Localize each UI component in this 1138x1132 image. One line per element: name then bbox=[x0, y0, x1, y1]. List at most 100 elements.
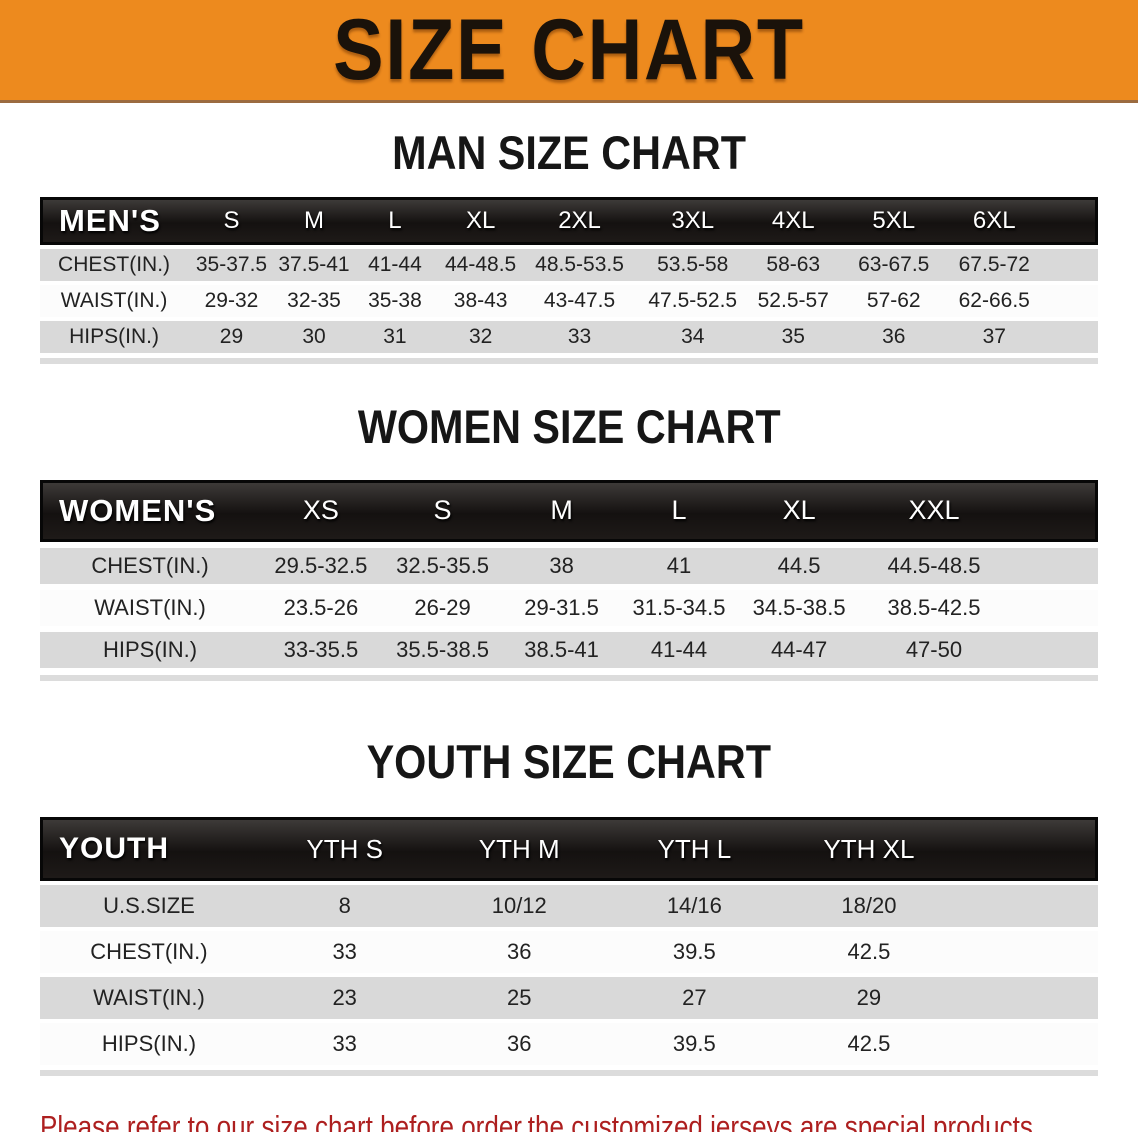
column-header: M bbox=[274, 197, 354, 246]
column-header: L bbox=[353, 197, 437, 246]
row-filler bbox=[1008, 589, 1098, 626]
disclaimer-line-1: Please refer to our size chart before or… bbox=[40, 1109, 1041, 1132]
column-header: 6XL bbox=[951, 197, 1037, 246]
table-cell: 14/16 bbox=[607, 885, 782, 928]
table-cell: 36 bbox=[431, 1023, 608, 1066]
disclaimer: Please refer to our size chart before or… bbox=[40, 1103, 1138, 1132]
column-header: XL bbox=[436, 197, 525, 246]
table-cell: 36 bbox=[835, 321, 952, 354]
youth-size-heading: YOUTH SIZE CHART bbox=[366, 734, 772, 788]
column-header: M bbox=[503, 479, 620, 542]
column-header: L bbox=[619, 479, 739, 542]
table-group-label: YOUTH bbox=[40, 817, 258, 882]
page-title: SIZE CHART bbox=[301, 7, 837, 93]
table-row: WAIST(IN.) 29-32 32-35 35-38 38-43 43-47.5 47.… bbox=[40, 285, 1098, 318]
table-cell: 33-35.5 bbox=[260, 631, 382, 668]
table-cell: 26-29 bbox=[381, 589, 504, 626]
table-cell: 31 bbox=[353, 321, 437, 354]
table-cell: 27 bbox=[607, 977, 782, 1020]
header-row: MEN'S S M L XL 2XL 3XL 4XL 5XL 6XL bbox=[40, 197, 1098, 246]
table-cell: 29 bbox=[188, 321, 275, 354]
column-header: XXL bbox=[859, 479, 1009, 542]
table-cell: 38-43 bbox=[436, 285, 525, 318]
table-cell: 63-67.5 bbox=[835, 249, 952, 282]
column-header: YTH M bbox=[431, 817, 608, 882]
row-filler bbox=[1036, 321, 1098, 354]
table-cell: 48.5-53.5 bbox=[524, 249, 635, 282]
table-cell: 58-63 bbox=[750, 249, 836, 282]
table-cell: 44-48.5 bbox=[436, 249, 525, 282]
row-filler bbox=[1008, 547, 1098, 584]
table-row: HIPS(IN.) 29 30 31 32 33 34 35 36 37 bbox=[40, 321, 1098, 354]
table-cell: 32 bbox=[436, 321, 525, 354]
header-filler bbox=[956, 817, 1098, 882]
column-header: 4XL bbox=[750, 197, 836, 246]
row-label: WAIST(IN.) bbox=[40, 589, 261, 626]
column-header: XL bbox=[738, 479, 860, 542]
column-header: 3XL bbox=[634, 197, 751, 246]
table-group-label: MEN'S bbox=[40, 197, 189, 246]
youth-size-table: YOUTH YTH S YTH M YTH L YTH XL U.S.SIZE 8 10/12… bbox=[40, 813, 1098, 1069]
table-cell: 29 bbox=[781, 977, 957, 1020]
table-cell: 47-50 bbox=[859, 631, 1009, 668]
youth-size-section: YOUTH SIZE CHART YOUTH YTH S YTH M YTH L YTH… bbox=[0, 734, 1138, 1076]
row-filler bbox=[956, 931, 1098, 974]
table-cell: 34.5-38.5 bbox=[738, 589, 860, 626]
row-label: HIPS(IN.) bbox=[40, 321, 189, 354]
column-header: XS bbox=[260, 479, 382, 542]
table-cell: 23 bbox=[257, 977, 432, 1020]
table-cell: 35-38 bbox=[353, 285, 437, 318]
row-label: CHEST(IN.) bbox=[40, 249, 189, 282]
women-size-table-wrap: WOMEN'S XS S M L XL XXL CHEST(IN.) 29.5-32.5 32.5… bbox=[40, 474, 1098, 681]
table-cell: 32.5-35.5 bbox=[381, 547, 504, 584]
column-header: YTH L bbox=[607, 817, 782, 882]
table-cell: 34 bbox=[634, 321, 751, 354]
row-filler bbox=[1036, 249, 1098, 282]
table-cell: 38.5-42.5 bbox=[859, 589, 1009, 626]
table-cell: 31.5-34.5 bbox=[619, 589, 739, 626]
table-cell: 41 bbox=[619, 547, 739, 584]
header-row: WOMEN'S XS S M L XL XXL bbox=[40, 479, 1098, 542]
women-size-table: WOMEN'S XS S M L XL XXL CHEST(IN.) 29.5-32.5 32.5… bbox=[40, 474, 1098, 674]
table-row: CHEST(IN.) 35-37.5 37.5-41 41-44 44-48.5 48.5… bbox=[40, 249, 1098, 282]
column-header: S bbox=[381, 479, 504, 542]
table-cell: 37 bbox=[951, 321, 1037, 354]
table-cell: 29-32 bbox=[188, 285, 275, 318]
youth-size-table-wrap: YOUTH YTH S YTH M YTH L YTH XL U.S.SIZE 8 10/12… bbox=[40, 813, 1098, 1076]
women-size-heading: WOMEN SIZE CHART bbox=[357, 400, 781, 454]
table-row: CHEST(IN.) 33 36 39.5 42.5 bbox=[40, 931, 1098, 974]
table-cell: 23.5-26 bbox=[260, 589, 382, 626]
men-size-heading: MAN SIZE CHART bbox=[392, 126, 746, 179]
table-row: WAIST(IN.) 23 25 27 29 bbox=[40, 977, 1098, 1020]
table-cell: 29-31.5 bbox=[503, 589, 620, 626]
header-filler bbox=[1036, 197, 1098, 246]
table-cell: 52.5-57 bbox=[750, 285, 836, 318]
row-filler bbox=[956, 885, 1098, 928]
table-cell: 32-35 bbox=[274, 285, 354, 318]
row-label: HIPS(IN.) bbox=[40, 1023, 258, 1066]
table-row: CHEST(IN.) 29.5-32.5 32.5-35.5 38 41 44.5 44.5… bbox=[40, 547, 1098, 584]
table-group-label: WOMEN'S bbox=[40, 479, 261, 542]
men-size-table-wrap: MEN'S S M L XL 2XL 3XL 4XL 5XL 6XL CHEST(IN.) 35-37… bbox=[40, 193, 1098, 364]
table-cell: 36 bbox=[431, 931, 608, 974]
row-label: HIPS(IN.) bbox=[40, 631, 261, 668]
table-cell: 62-66.5 bbox=[951, 285, 1037, 318]
column-header: 5XL bbox=[835, 197, 952, 246]
size-chart-banner: SIZE CHART bbox=[0, 0, 1138, 103]
table-cell: 67.5-72 bbox=[951, 249, 1037, 282]
row-filler bbox=[1036, 285, 1098, 318]
table-cell: 41-44 bbox=[353, 249, 437, 282]
header-row: YOUTH YTH S YTH M YTH L YTH XL bbox=[40, 817, 1098, 882]
table-cell: 44.5 bbox=[738, 547, 860, 584]
table-cell: 57-62 bbox=[835, 285, 952, 318]
table-cell: 42.5 bbox=[781, 931, 957, 974]
table-cell: 35 bbox=[750, 321, 836, 354]
column-header: YTH S bbox=[257, 817, 432, 882]
table-cell: 35-37.5 bbox=[188, 249, 275, 282]
table-cell: 33 bbox=[524, 321, 635, 354]
table-cell: 39.5 bbox=[607, 1023, 782, 1066]
table-cell: 25 bbox=[431, 977, 608, 1020]
row-filler bbox=[1008, 631, 1098, 668]
table-cell: 53.5-58 bbox=[634, 249, 751, 282]
table-cell: 44.5-48.5 bbox=[859, 547, 1009, 584]
